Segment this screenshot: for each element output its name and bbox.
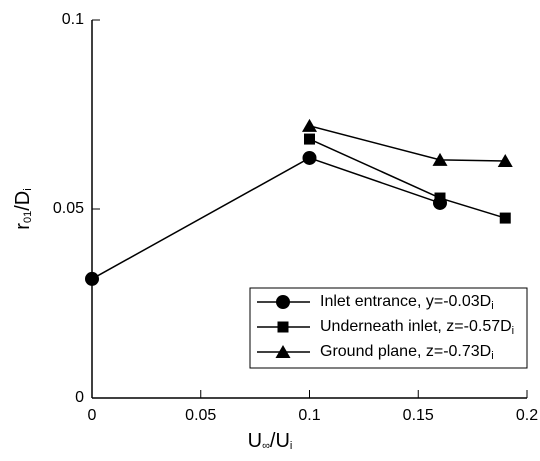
legend-label: Inlet entrance, y=-0.03Di <box>320 293 494 312</box>
x-axis-label: U∞/Ui <box>248 430 293 452</box>
marker <box>302 118 317 132</box>
series-line <box>91 157 441 280</box>
legend-label: Ground plane, z=-0.73Di <box>320 343 494 362</box>
marker <box>497 153 513 167</box>
x-tick-label: 0.05 <box>185 407 216 424</box>
y-tick-label: 0.1 <box>62 11 84 28</box>
legend-marker <box>275 345 291 358</box>
legend-marker <box>276 295 290 309</box>
legend-marker <box>277 321 289 333</box>
x-tick-label: 0.1 <box>298 407 320 424</box>
y-tick-label: 0.05 <box>53 200 84 217</box>
series-line <box>309 125 506 162</box>
marker <box>304 133 315 145</box>
x-tick-label: 0.15 <box>403 407 434 424</box>
marker <box>85 271 99 286</box>
marker <box>302 150 317 165</box>
marker <box>499 212 511 224</box>
legend-label: Underneath inlet, z=-0.57Di <box>320 318 514 337</box>
x-tick-label: 0 <box>88 407 97 424</box>
y-tick-label: 0 <box>75 389 84 406</box>
y-axis-label: r01/Di <box>12 188 34 229</box>
x-tick-label: 0.2 <box>516 407 538 424</box>
marker <box>434 192 446 204</box>
marker <box>432 152 448 166</box>
